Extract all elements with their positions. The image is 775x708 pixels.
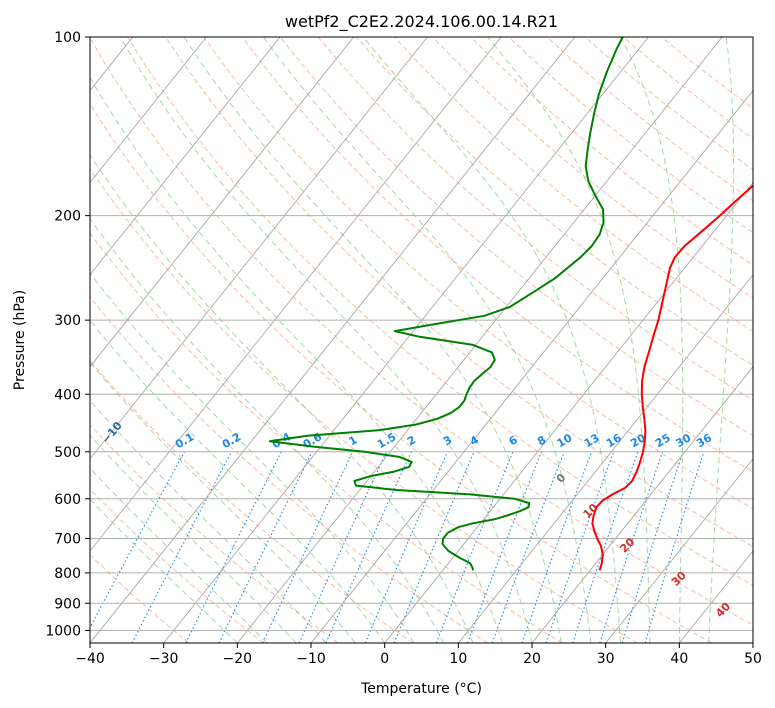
chart-title: wetPf2_C2E2.2024.106.00.14.R21 [285,12,558,32]
y-tick-label: 500 [54,445,81,461]
background-lines [90,37,753,643]
moist-adiabat-line [620,37,684,643]
dry-adiabat-line [90,296,488,643]
isotherm-line [90,37,281,276]
mixing-ratio-line [572,451,639,643]
x-tick-label: −30 [149,651,179,667]
x-tick-label: 0 [380,651,389,667]
mixing-ratio-line [218,451,313,643]
mixing-ratio-line [521,451,593,643]
moist-adiabat-line [90,361,356,643]
x-tick-label: 20 [523,651,541,667]
mixing-ratio-line [466,451,543,643]
mixing-ratio-line [491,451,565,643]
mixing-ratio-line [185,451,282,643]
dry-adiabat-line [90,168,638,643]
isotherm-line [384,181,753,643]
y-axis: 100 200 300 400 500 600 700 800 900 1000 [45,30,90,639]
dry-adiabat-line [432,37,753,299]
mixing-ratio-line [435,451,514,643]
dry-adiabat-line [90,37,753,626]
moist-adiabat-line [487,37,651,643]
dry-adiabat-line [90,554,190,643]
dewpoint-profile-line [268,37,624,571]
mixing-ratio-line [364,451,449,643]
moist-adiabat-line [708,37,735,643]
x-tick-label: 40 [670,651,688,667]
mixing-ratio-line [644,451,705,643]
isotherm-line [90,37,502,552]
y-tick-label: 1000 [45,623,81,639]
moist-adiabat-line [90,498,238,643]
y-tick-label: 200 [54,209,81,225]
moist-adiabat-line [183,37,562,643]
mixing-ratio-line [545,451,615,643]
x-tick-label: 50 [744,651,762,667]
isotherm-line [531,366,753,643]
dry-adiabat-line [356,37,753,367]
dry-adiabat-line [279,37,753,437]
moist-adiabat-line [90,467,268,643]
isotherm-line [90,37,576,643]
isotherm-line [163,37,649,643]
y-tick-label: 100 [54,30,81,46]
y-axis-title: Pressure (hPa) [12,290,28,390]
x-tick-label: 10 [449,651,467,667]
x-tick-label: 30 [597,651,615,667]
isotherm-line [236,37,723,643]
dry-adiabat-line [241,37,753,473]
mixing-ratio-line [599,451,664,643]
dry-adiabat-line [165,37,753,548]
temperature-profile-line [591,184,753,571]
isotherm-line [457,273,753,643]
y-tick-label: 900 [54,596,81,612]
dry-adiabat-line [394,37,753,333]
profile-series [268,37,753,571]
isotherm-line [310,89,753,643]
moist-adiabat-line [262,37,592,643]
mixing-ratio-line [621,451,684,643]
moist-adiabat-line [90,217,445,643]
isotherm-line [90,37,428,460]
x-tick-label: −10 [296,651,326,667]
mixing-ratio-line [131,451,232,643]
isotherm-line [90,37,355,368]
mixing-ratio-line [90,451,185,629]
x-tick-label: −40 [75,651,105,667]
y-tick-label: 700 [54,532,81,548]
isotherm-line [90,37,207,184]
x-tick-label: −20 [223,651,253,667]
dry-adiabat-line [90,488,264,643]
x-axis-title: Temperature (°C) [360,681,482,697]
y-tick-label: 300 [54,313,81,329]
y-tick-label: 800 [54,566,81,582]
y-tick-label: 400 [54,387,81,403]
plot-frame [89,36,754,644]
line-labels: −100−90−80−70−60−50−40−30−20−10010203040… [99,419,733,620]
moist-adiabat-line [90,319,386,643]
dry-adiabat-line [90,103,712,643]
moist-adiabat-line [119,37,533,643]
isotherm-line [605,458,753,643]
moist-adiabat-line [90,76,503,643]
y-tick-label: 600 [54,492,81,508]
moist-adiabat-line [90,434,297,643]
x-axis: −40 −30 −20 −10 0 10 20 30 40 50 [75,643,762,667]
dry-adiabat-line [90,423,339,643]
mixing-ratio-line [325,451,412,643]
